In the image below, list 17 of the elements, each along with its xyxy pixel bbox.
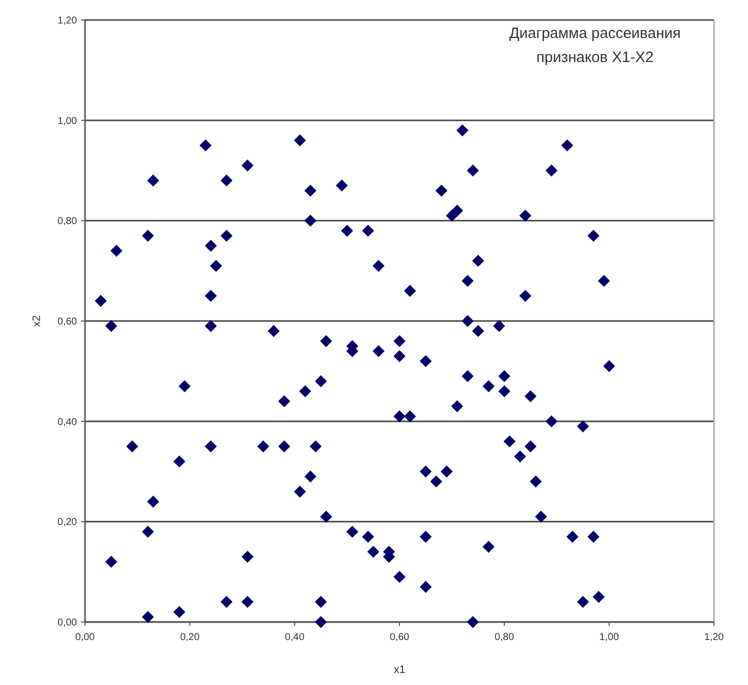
x-axis-title: x1	[394, 664, 406, 676]
y-axis-title: x2	[31, 315, 43, 327]
x-tick-label: 0,40	[284, 632, 305, 643]
y-tick-label: 0,40	[58, 416, 78, 428]
x-tick-label: 0,20	[180, 632, 200, 643]
y-tick-label: 1,00	[58, 116, 78, 127]
y-tick-label: 0,80	[58, 216, 78, 228]
x-tick-label: 0,80	[494, 632, 514, 643]
y-tick-label: 0,20	[58, 517, 78, 528]
y-tick-label: 1,20	[58, 16, 78, 26]
x-tick-label: 0,60	[390, 632, 410, 643]
text: Диаграмма рассеивания признаков X1-X2	[509, 25, 681, 66]
x-tick-label: 1,20	[704, 632, 724, 643]
x-tick-label: 1,00	[599, 632, 620, 643]
y-tick-label: 0,60	[58, 316, 78, 328]
x-tick-label: 0,00	[75, 632, 96, 643]
y-tick-label: 0,00	[58, 618, 78, 628]
